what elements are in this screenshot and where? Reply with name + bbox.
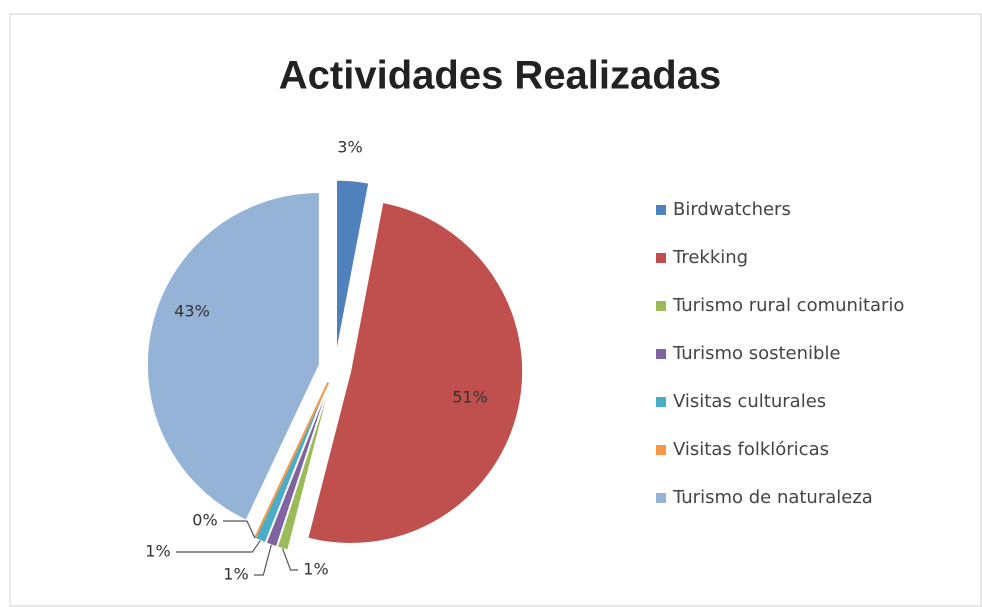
data-label: 0% bbox=[192, 511, 217, 530]
chart-title: Actividades Realizadas bbox=[279, 54, 721, 98]
legend-swatch bbox=[656, 445, 666, 455]
leader-line bbox=[223, 520, 256, 539]
legend-swatch bbox=[656, 253, 666, 263]
leader-line bbox=[176, 540, 261, 553]
legend-swatch bbox=[656, 397, 666, 407]
legend-label: Visitas folklóricas bbox=[673, 439, 829, 460]
leader-line bbox=[254, 544, 272, 576]
legend-label: Visitas culturales bbox=[673, 391, 826, 412]
leader-line bbox=[281, 548, 298, 571]
legend-label: Turismo rural comunitario bbox=[672, 295, 904, 316]
data-label: 1% bbox=[145, 542, 170, 561]
legend-swatch bbox=[656, 205, 666, 215]
data-label: 51% bbox=[452, 388, 488, 407]
pie-slice bbox=[276, 383, 332, 551]
data-label: 3% bbox=[337, 138, 362, 157]
pie-slice bbox=[146, 192, 320, 521]
legend-label: Trekking bbox=[672, 247, 748, 268]
legend-label: Birdwatchers bbox=[673, 199, 791, 220]
legend-label: Turismo de naturaleza bbox=[672, 487, 873, 508]
legend-label: Turismo sostenible bbox=[672, 343, 841, 364]
data-label: 1% bbox=[303, 560, 328, 579]
legend-swatch bbox=[656, 493, 666, 503]
data-label: 1% bbox=[223, 565, 248, 584]
legend-swatch bbox=[656, 301, 666, 311]
data-label: 43% bbox=[174, 302, 210, 321]
pie-slice bbox=[307, 201, 524, 544]
pie-slice bbox=[336, 179, 370, 353]
legend-swatch bbox=[656, 349, 666, 359]
pie-slice bbox=[254, 382, 330, 539]
